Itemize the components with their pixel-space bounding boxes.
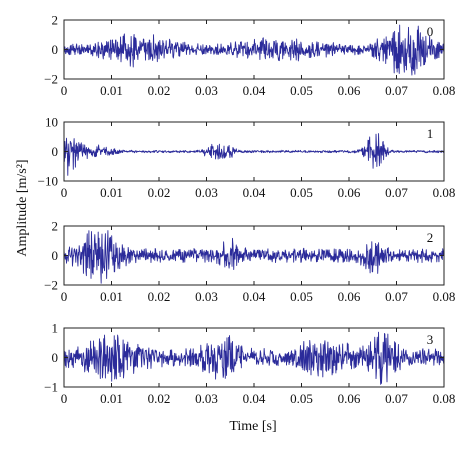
x-tick-label: 0.08 (433, 289, 456, 304)
x-tick-label: 0.03 (195, 185, 218, 200)
y-tick-label: 2 (52, 13, 59, 28)
y-tick-label: 0 (52, 248, 59, 263)
y-tick-label: 1 (52, 321, 59, 336)
x-tick-label: 0 (61, 83, 68, 98)
x-tick-label: 0.03 (195, 391, 218, 406)
x-tick-label: 0.07 (385, 289, 408, 304)
y-tick-label: 10 (45, 115, 58, 130)
x-tick-label: 0.05 (290, 391, 313, 406)
x-tick-label: 0.02 (148, 83, 171, 98)
x-tick-label: 0.07 (385, 185, 408, 200)
y-tick-label: 0 (52, 42, 59, 57)
x-tick-label: 0.05 (290, 185, 313, 200)
x-tick-label: 0.07 (385, 391, 408, 406)
x-tick-label: 0.08 (433, 185, 456, 200)
series-line-3 (63, 331, 445, 385)
x-tick-label: 0.01 (100, 83, 123, 98)
panel-label: 0 (427, 24, 434, 39)
y-tick-label: −10 (38, 174, 58, 189)
y-tick-label: 0 (52, 144, 59, 159)
x-tick-label: 0.06 (338, 83, 361, 98)
x-tick-label: 0.08 (433, 83, 456, 98)
series-line-0 (63, 24, 445, 76)
x-axis-title: Time [s] (229, 419, 276, 434)
y-tick-label: 2 (52, 219, 59, 234)
x-tick-label: 0.03 (195, 289, 218, 304)
x-tick-label: 0.05 (290, 289, 313, 304)
x-tick-label: 0.01 (100, 289, 123, 304)
x-tick-label: 0 (61, 289, 68, 304)
x-tick-label: 0.04 (243, 185, 266, 200)
x-tick-label: 0.04 (243, 391, 266, 406)
y-tick-label: −2 (44, 278, 58, 293)
x-tick-label: 0.01 (100, 185, 123, 200)
x-tick-label: 0.02 (148, 391, 171, 406)
panel-label: 2 (427, 230, 434, 245)
panel-label: 3 (427, 332, 434, 347)
y-axis-title: Amplitude [m/s²] (15, 159, 30, 256)
x-tick-label: 0.04 (243, 289, 266, 304)
x-tick-label: 0.03 (195, 83, 218, 98)
x-tick-label: 0.04 (243, 83, 266, 98)
y-tick-label: −2 (44, 72, 58, 87)
series-line-2 (63, 230, 445, 284)
x-tick-label: 0.02 (148, 289, 171, 304)
x-tick-label: 0.08 (433, 391, 456, 406)
panel-label: 1 (427, 126, 434, 141)
x-tick-label: 0.06 (338, 185, 361, 200)
x-tick-label: 0.06 (338, 391, 361, 406)
x-tick-label: 0.02 (148, 185, 171, 200)
x-tick-label: 0.07 (385, 83, 408, 98)
y-tick-label: 0 (52, 350, 59, 365)
x-tick-label: 0.06 (338, 289, 361, 304)
x-tick-label: 0.01 (100, 391, 123, 406)
x-tick-label: 0 (61, 185, 68, 200)
series-line-1 (63, 133, 445, 176)
x-tick-label: 0.05 (290, 83, 313, 98)
x-tick-label: 0 (61, 391, 68, 406)
y-tick-label: −1 (44, 380, 58, 395)
